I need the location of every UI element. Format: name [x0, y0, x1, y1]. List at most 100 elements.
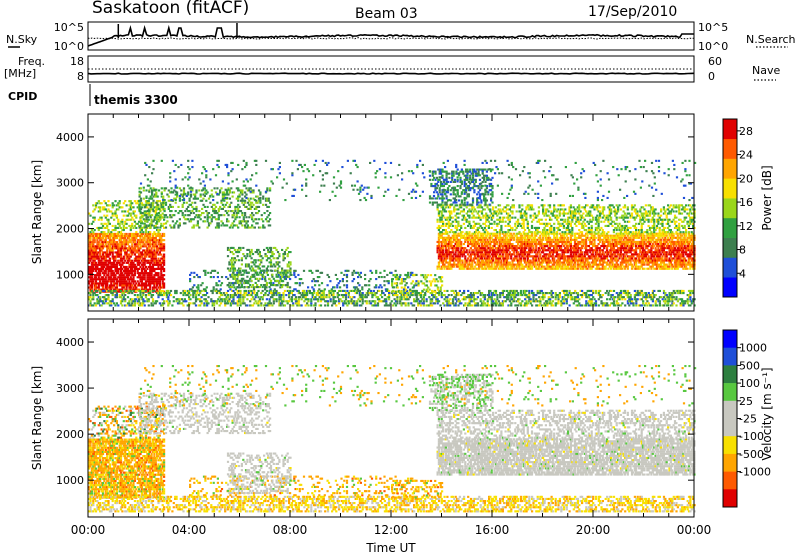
power-echo-cell [139, 232, 142, 235]
power-echo-cell [513, 300, 516, 303]
power-echo-cell [93, 208, 96, 211]
power-echo-cell [651, 296, 654, 299]
power-echo-cell [138, 224, 141, 227]
power-echo-cell [483, 243, 486, 246]
power-echo-cell [96, 243, 99, 246]
power-echo-cell [401, 294, 405, 297]
power-echo-cell [122, 292, 125, 295]
power-echo-cell [157, 231, 160, 234]
power-echo-cell [160, 222, 163, 225]
power-echo-cell [143, 234, 146, 237]
power-echo-cell [121, 206, 124, 209]
power-echo-cell [136, 267, 139, 270]
power-echo-cell [464, 251, 467, 254]
power-echo-cell [267, 214, 270, 217]
power-echo-cell [391, 286, 394, 289]
power-echo-cell [169, 205, 172, 208]
power-echo-cell [153, 257, 156, 260]
power-echo-cell [101, 272, 105, 275]
power-echo-cell [153, 263, 156, 266]
power-echo-cell [88, 296, 91, 299]
power-echo-cell [361, 300, 364, 303]
power-echo-cell [454, 294, 457, 297]
power-echo-cell [565, 294, 568, 297]
power-echo-cell [451, 298, 455, 301]
power-echo-cell [189, 193, 193, 196]
power-echo-cell [121, 292, 124, 295]
power-echo-cell [133, 210, 136, 213]
power-echo-cell [200, 284, 203, 287]
power-echo-cell [319, 294, 323, 297]
power-echo-cell [143, 245, 146, 248]
power-echo-cell [146, 210, 149, 213]
power-echo-cell [97, 255, 100, 258]
power-echo-cell [103, 214, 106, 217]
power-echo-cell [319, 289, 323, 292]
power-echo-cell [118, 251, 121, 254]
power-echo-cell [264, 294, 267, 297]
power-echo-cell [156, 203, 159, 206]
power-echo-cell [203, 205, 206, 208]
power-echo-cell [198, 216, 201, 219]
power-echo-cell [119, 253, 123, 256]
power-echo-cell [157, 239, 160, 242]
power-echo-cell [101, 286, 105, 289]
power-echo-cell [244, 199, 247, 202]
power-echo-cell [121, 278, 124, 281]
power-echo-cell [276, 275, 280, 278]
power-echo-cell [446, 251, 449, 254]
power-echo-cell [443, 294, 446, 297]
power-echo-cell [249, 214, 252, 217]
power-echo-cell [269, 289, 273, 292]
power-echo-cell [125, 253, 128, 256]
power-echo-cell [115, 292, 118, 295]
power-echo-cell [239, 302, 242, 305]
power-echo-cell [451, 245, 454, 248]
power-echo-cell [142, 267, 145, 270]
power-echo-cell [147, 237, 150, 240]
power-echo-cell [453, 296, 456, 299]
power-echo-cell [585, 296, 588, 299]
power-echo-cell [133, 259, 136, 262]
power-echo-cell [489, 265, 492, 268]
power-echo-cell [204, 304, 207, 307]
power-echo-cell [494, 238, 497, 241]
power-echo-cell [250, 279, 253, 282]
power-echo-cell [464, 265, 467, 268]
power-echo-cell [135, 267, 138, 270]
power-echo-cell [443, 289, 446, 292]
power-echo-cell [299, 304, 302, 307]
power-echo-cell [90, 274, 93, 277]
power-echo-cell [224, 224, 227, 227]
power-echo-cell [488, 289, 491, 292]
power-echo-cell [289, 278, 292, 281]
power-echo-cell [483, 294, 486, 297]
power-echo-cell [163, 259, 166, 262]
power-echo-cell [250, 251, 253, 254]
power-echo-cell [100, 265, 103, 268]
power-echo-cell [271, 292, 274, 295]
power-echo-cell [144, 294, 148, 297]
power-echo-cell [482, 253, 485, 256]
power-echo-cell [393, 286, 396, 289]
power-echo-cell [269, 279, 273, 282]
power-echo-cell [118, 274, 121, 277]
power-echo-cell [203, 187, 206, 190]
power-echo-cell [433, 302, 436, 305]
power-echo-cell [174, 193, 177, 196]
power-echo-cell [131, 247, 134, 250]
power-echo-cell [383, 269, 386, 272]
power-echo-cell [486, 238, 489, 241]
power-echo-cell [567, 296, 570, 299]
power-echo-cell [259, 193, 262, 196]
power-echo-cell [231, 273, 234, 276]
power-echo-cell [243, 302, 246, 305]
power-echo-cell [246, 201, 249, 204]
power-echo-cell [92, 294, 95, 297]
power-echo-cell [146, 300, 149, 303]
power-echo-cell [446, 243, 449, 246]
power-echo-cell [269, 218, 272, 221]
power-echo-cell [126, 241, 130, 244]
power-echo-cell [167, 298, 170, 301]
power-echo-cell [151, 224, 154, 227]
